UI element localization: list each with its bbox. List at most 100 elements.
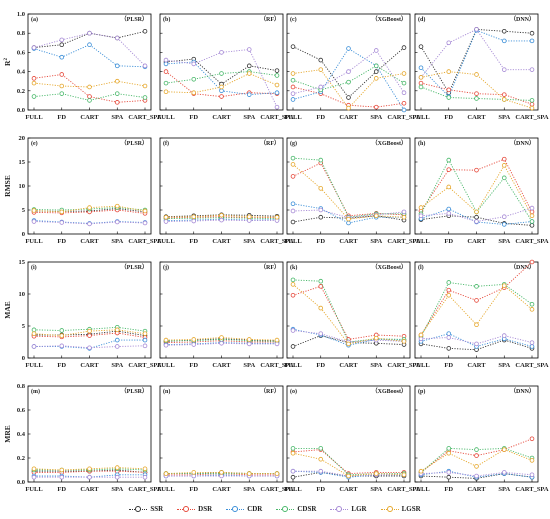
data-point-lgsr [142,83,148,89]
y-tick-label: 0.6 [17,49,26,56]
legend-marker-lgsr [380,506,399,512]
data-point-lgsr [290,282,296,287]
series-line-lgr [420,335,533,345]
legend-label: DSR [198,505,213,513]
y-axis-label: RMSE [3,175,12,197]
y-tick-label: 0.4 [17,431,26,438]
plot-frame [286,385,411,483]
data-point-dsr [87,333,92,338]
x-tick-label: FULL [157,486,175,493]
data-point-lgsr [31,466,37,472]
data-point-lgsr [274,214,280,220]
data-point-lgr [87,30,92,36]
x-tick-label: CART_SPA [515,362,549,369]
data-point-lgr [529,205,535,211]
model-label: （XGBoost） [372,139,407,147]
data-point-lgsr [114,203,120,209]
data-point-lgsr [219,470,224,475]
data-point-ssr [373,69,379,74]
data-point-cdsr [31,94,37,99]
data-point-lgr [446,470,452,475]
data-point-lgsr [501,97,507,102]
data-point-dsr [401,100,407,106]
data-point-lgsr [401,339,407,344]
data-point-dsr [290,84,296,90]
data-point-cdsr [446,95,452,100]
model-label: （PLSR） [121,15,148,23]
data-point-lgr [246,218,252,223]
chart-legend: SSR DSR CDR CDSR LGR LGSR [0,502,550,516]
data-point-lgsr [142,466,148,472]
data-point-lgsr [529,105,535,111]
series-line-dsr [292,162,405,217]
x-tick-label: FD [444,362,453,369]
data-point-lgr [142,63,148,69]
series-line-lgsr [420,71,533,109]
y-tick-label: 0 [22,355,25,362]
x-tick-label: SPA [498,362,510,369]
data-point-lgr [373,48,379,53]
x-tick-label: CART [339,238,358,245]
series-line-dsr [292,86,405,108]
data-point-lgsr [31,80,37,86]
data-point-lgr [114,219,120,225]
data-point-cdsr [290,446,296,451]
data-point-lgsr [163,471,169,476]
data-point-ssr [529,30,535,36]
data-point-lgsr [142,331,148,336]
series-line-cdr [420,333,533,347]
panel-label: (i) [31,264,37,271]
data-point-lgsr [114,327,120,333]
series-line-cdsr [165,71,278,84]
x-tick-label: CART [339,486,358,493]
x-tick-label: FULL [284,114,302,121]
data-point-lgsr [346,473,351,479]
panel-label: (o) [290,388,297,395]
x-tick-label: FULL [25,486,43,493]
x-tick-label: FD [189,486,198,493]
series-line-cdsr [292,157,404,218]
series-line-lgr [420,207,533,222]
data-point-dsr [163,69,169,74]
data-point-cdr [346,220,351,226]
data-point-lgsr [163,89,169,95]
y-tick-label: 0.8 [17,30,26,37]
data-point-lgsr [219,212,224,218]
panel-label: (k) [290,264,297,271]
data-point-lgr [529,67,535,72]
data-point-lgr [318,84,324,90]
y-tick-label: 0.2 [17,88,25,95]
x-tick-label: FD [316,238,325,245]
data-point-lgr [114,344,120,349]
data-point-lgsr [191,337,197,342]
x-tick-label: CART [467,114,486,121]
data-point-lgr [501,333,507,338]
series-line-cdr [292,47,405,111]
y-axis-label-superscript: 2 [4,58,9,61]
legend-marker-ssr [129,506,148,512]
y-tick-label: 0.4 [17,69,26,76]
x-tick-label: SPA [370,114,382,121]
series-line-lgr [33,32,146,67]
legend-item-lgr: LGR [330,505,367,513]
data-point-ssr [446,474,452,480]
data-point-ssr [529,223,535,228]
data-point-dsr [474,298,479,303]
data-point-dsr [373,104,379,110]
data-point-lgsr [446,292,452,298]
data-point-lgsr [474,322,479,328]
data-point-cdsr [318,157,324,163]
data-point-lgsr [346,341,351,347]
data-point-cdr [246,92,252,97]
series-line-dsr [292,285,405,340]
data-point-cdr [501,222,507,227]
data-point-cdsr [401,80,407,86]
data-point-lgsr [274,337,280,343]
model-label: （DNN） [510,263,535,271]
x-tick-label: FD [316,486,325,493]
data-point-lgsr [191,214,197,220]
x-tick-label: SPA [243,362,255,369]
x-tick-label: SPA [370,238,382,245]
legend-marker-dsr [177,506,196,512]
data-point-ssr [59,42,65,48]
